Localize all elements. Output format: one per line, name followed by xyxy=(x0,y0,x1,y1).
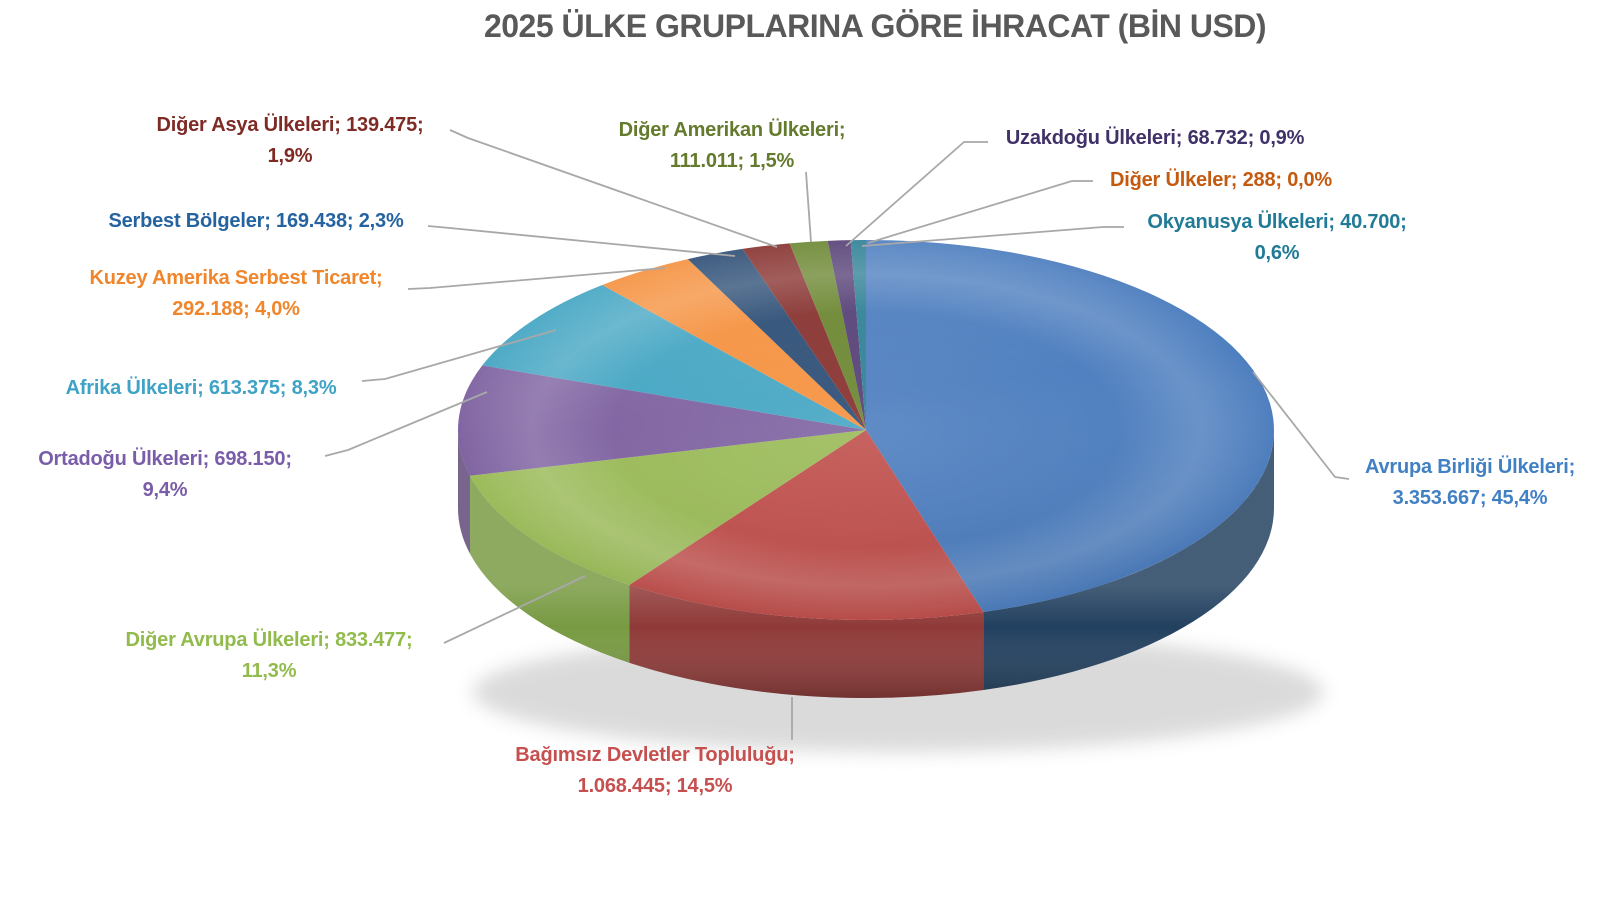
leader-line-okyanusya xyxy=(861,226,1124,247)
leader-line-diger-asya xyxy=(449,129,778,248)
slice-label-diger-asya: Diğer Asya Ülkeleri; 139.475; 1,9% xyxy=(156,114,424,167)
slice-label-bagimsiz: Bağımsız Devletler Topluluğu; 1.068.445;… xyxy=(515,744,795,797)
slice-label-diger-amerikan: Diğer Amerikan Ülkeleri; 111.011; 1,5% xyxy=(618,119,846,172)
leader-line-diger-ulkeler xyxy=(867,180,1093,244)
slice-label-afrika: Afrika Ülkeleri; 613.375; 8,3% xyxy=(65,377,337,399)
leader-line-diger-avrupa xyxy=(443,575,586,644)
slice-label-okyanusya: Okyanusya Ülkeleri; 40.700; 0,6% xyxy=(1147,211,1407,264)
slice-label-uzakdogu: Uzakdoğu Ülkeleri; 68.732; 0,9% xyxy=(1005,127,1305,149)
leader-line-ortadogu xyxy=(324,391,488,457)
leader-line-diger-amerikan xyxy=(805,171,812,243)
slice-label-kuzey-amerika: Kuzey Amerika Serbest Ticaret; 292.188; … xyxy=(89,267,383,320)
slice-label-diger-ulkeler: Diğer Ülkeler; 288; 0,0% xyxy=(1110,169,1332,191)
slice-label-ortadogu: Ortadoğu Ülkeleri; 698.150; 9,4% xyxy=(38,448,292,501)
leader-line-afrika xyxy=(361,329,557,382)
leader-line-avrupa-birligi xyxy=(1252,371,1350,480)
leader-line-kuzey-amerika xyxy=(407,267,666,290)
leader-line-serbest-bolgeler xyxy=(427,225,736,257)
leader-line-uzakdogu xyxy=(845,141,988,247)
slice-label-serbest-bolgeler: Serbest Bölgeler; 169.438; 2,3% xyxy=(108,210,404,232)
chart-title: 2025 ÜLKE GRUPLARINA GÖRE İHRACAT (BİN U… xyxy=(483,8,1267,44)
slice-label-avrupa-birligi: Avrupa Birliği Ülkeleri; 3.353.667; 45,4… xyxy=(1364,456,1576,509)
slice-label-diger-avrupa: Diğer Avrupa Ülkeleri; 833.477; 11,3% xyxy=(125,629,413,682)
